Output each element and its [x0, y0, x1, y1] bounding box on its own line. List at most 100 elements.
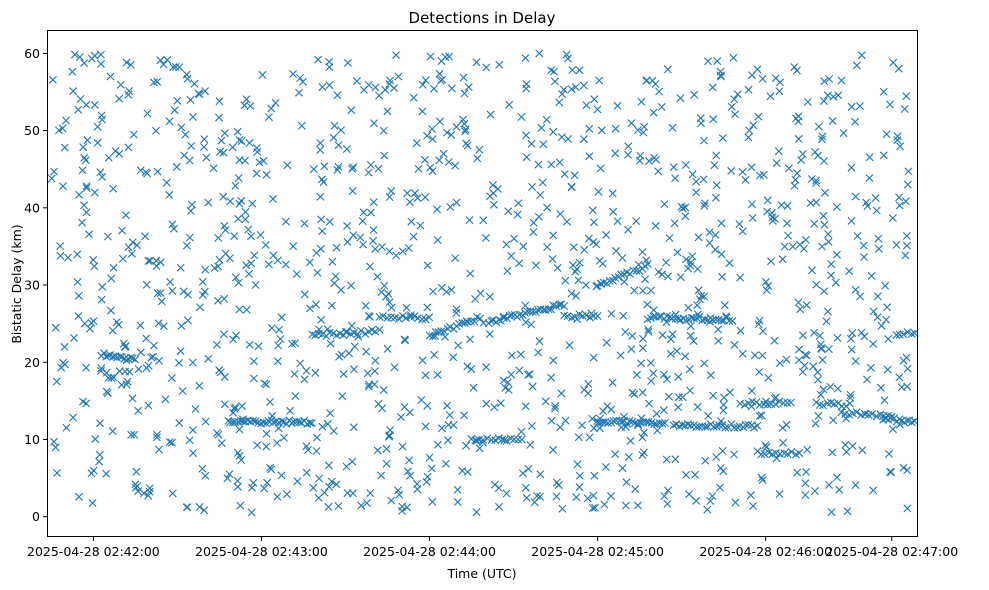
data-point	[534, 160, 543, 169]
data-point	[567, 313, 576, 322]
data-point	[590, 471, 599, 480]
data-point	[692, 496, 701, 505]
data-point	[833, 473, 841, 482]
data-point	[142, 280, 151, 289]
data-point	[374, 164, 383, 173]
data-point	[295, 88, 303, 97]
data-point	[446, 322, 454, 331]
data-point	[295, 417, 304, 426]
data-point	[313, 268, 322, 277]
data-point	[163, 55, 172, 64]
data-point	[187, 142, 196, 150]
data-point	[250, 251, 259, 260]
data-point	[51, 323, 60, 332]
data-point	[387, 187, 396, 196]
data-point	[185, 156, 194, 165]
data-point	[182, 70, 191, 79]
data-point	[479, 435, 487, 444]
data-point	[682, 470, 690, 479]
data-point	[733, 90, 742, 99]
x-axis-title: Time (UTC)	[446, 566, 516, 581]
data-point	[440, 327, 449, 336]
data-point	[81, 156, 90, 165]
data-point	[271, 98, 280, 107]
data-point	[231, 273, 240, 282]
data-point	[107, 274, 116, 283]
data-point	[505, 100, 514, 109]
data-point	[782, 355, 791, 364]
data-point	[327, 477, 336, 486]
data-point	[795, 449, 804, 458]
data-point	[763, 196, 772, 205]
data-point	[761, 277, 770, 286]
data-point	[317, 215, 326, 224]
data-point	[703, 505, 712, 514]
data-point	[528, 182, 537, 191]
data-point	[74, 312, 83, 321]
data-point	[692, 188, 701, 197]
data-point	[775, 359, 784, 368]
data-point	[796, 305, 805, 314]
data-point	[317, 315, 326, 324]
data-point	[834, 91, 843, 100]
data-point	[659, 370, 668, 379]
data-point	[502, 436, 511, 445]
data-point	[427, 464, 436, 473]
data-point	[727, 420, 736, 429]
data-point	[507, 351, 516, 360]
data-point	[309, 165, 318, 174]
data-point	[232, 331, 241, 340]
data-point	[155, 356, 164, 365]
data-point	[685, 490, 694, 499]
data-point	[124, 143, 133, 152]
data-point	[267, 104, 276, 113]
data-point	[103, 232, 112, 241]
data-point	[730, 95, 739, 104]
data-point	[792, 114, 800, 123]
data-point	[808, 266, 816, 275]
data-point	[410, 189, 419, 198]
data-point	[741, 175, 750, 184]
data-point	[93, 122, 102, 131]
data-point	[561, 416, 570, 425]
data-point	[377, 471, 386, 480]
data-point	[517, 427, 526, 436]
data-point	[409, 232, 418, 241]
data-point	[385, 247, 394, 256]
data-point	[624, 142, 633, 151]
data-point	[122, 380, 131, 389]
data-point	[323, 419, 332, 428]
data-point	[627, 345, 636, 354]
data-point	[831, 278, 840, 287]
data-point	[194, 89, 203, 98]
data-point	[153, 430, 161, 439]
data-point	[252, 169, 261, 178]
data-point	[320, 162, 329, 171]
data-point	[645, 399, 653, 408]
data-point	[714, 325, 723, 334]
data-point	[438, 424, 446, 433]
data-point	[693, 265, 702, 273]
data-point	[665, 234, 674, 242]
data-point	[287, 419, 296, 428]
data-point	[690, 90, 699, 99]
data-point	[670, 219, 679, 228]
data-point	[78, 218, 87, 227]
data-point	[273, 439, 281, 447]
data-point	[727, 166, 736, 175]
data-point	[618, 417, 627, 426]
data-point	[97, 59, 105, 68]
data-point	[229, 408, 238, 417]
data-point	[394, 72, 403, 81]
data-point	[380, 281, 389, 290]
data-point	[407, 217, 416, 226]
data-point	[420, 155, 429, 164]
data-point	[521, 308, 530, 317]
data-point	[515, 259, 524, 268]
data-point	[235, 156, 244, 165]
data-point	[582, 311, 591, 320]
data-point	[744, 399, 753, 408]
data-point	[894, 64, 903, 73]
data-point	[903, 364, 912, 373]
data-point	[373, 446, 382, 455]
